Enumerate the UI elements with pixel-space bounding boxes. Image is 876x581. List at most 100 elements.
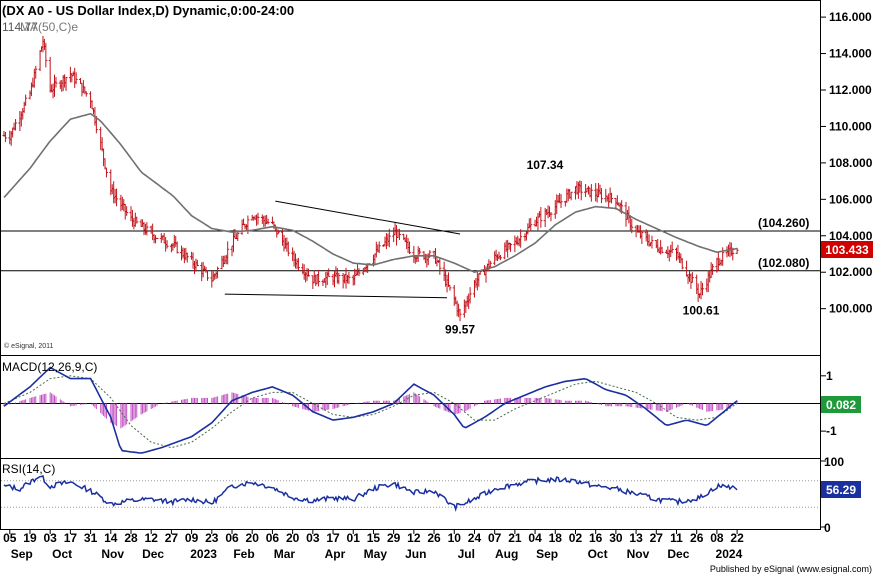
price-bar	[650, 235, 654, 249]
level-label: (102.080)	[758, 256, 809, 270]
price-bar	[84, 91, 88, 97]
level-label: (104.260)	[758, 216, 809, 230]
x-month-label: Dec	[142, 547, 164, 561]
price-bar	[155, 237, 159, 239]
macd-title: MACD(12,26,9,C)	[2, 360, 97, 374]
x-month-label: Jul	[458, 547, 475, 561]
price-bar	[690, 272, 694, 283]
x-day-label: 03	[306, 531, 320, 545]
trendline	[275, 200, 461, 235]
x-month-label: Feb	[233, 547, 254, 561]
x-day-label: 12	[407, 531, 421, 545]
price-bar	[347, 272, 351, 284]
x-day-label: 21	[508, 531, 522, 545]
price-bar	[438, 257, 442, 275]
price-bar	[670, 241, 674, 254]
price-bar	[3, 132, 7, 143]
price-bar	[44, 42, 48, 68]
price-bar	[408, 241, 412, 254]
price-bar	[569, 191, 573, 201]
x-day-label: 18	[549, 531, 563, 545]
price-bar	[175, 241, 179, 254]
x-day-label: 29	[387, 531, 401, 545]
chart-title: (DX A0 - US Dollar Index,D) Dynamic,0:00…	[2, 3, 294, 18]
x-day-label: 27	[650, 531, 664, 545]
x-day-label: 23	[205, 531, 219, 545]
x-day-label: 26	[427, 531, 441, 545]
x-day-label: 26	[690, 531, 704, 545]
price-bar	[458, 308, 462, 322]
x-day-label: 17	[326, 531, 340, 545]
x-day-label: 28	[124, 531, 138, 545]
price-bar	[135, 216, 139, 224]
x-day-label: 31	[84, 531, 98, 545]
price-bar	[418, 247, 422, 255]
price-bar	[498, 254, 502, 261]
x-month-label: Dec	[667, 547, 689, 561]
price-bar	[448, 284, 452, 291]
x-month-label: Nov	[101, 547, 124, 561]
rsi-title: RSI(14,C)	[2, 462, 55, 476]
rsi-value-box	[821, 481, 861, 498]
price-bar	[700, 282, 704, 296]
x-day-label: 17	[64, 531, 78, 545]
price-bar	[74, 72, 78, 85]
x-day-label: 06	[266, 531, 280, 545]
macd-value-box	[821, 396, 861, 413]
price-bar	[256, 212, 260, 225]
x-day-label: 12	[145, 531, 159, 545]
x-month-label: Aug	[495, 547, 518, 561]
price-bar	[54, 76, 58, 88]
price-bar	[599, 188, 603, 204]
rsi-tick-label: 0	[824, 521, 831, 535]
price-bar	[296, 257, 300, 271]
price-bar	[337, 272, 341, 285]
last-price-box	[821, 241, 873, 258]
macd-tick-label: -1	[826, 424, 837, 438]
price-bar	[640, 230, 644, 244]
x-month-label: Nov	[627, 547, 650, 561]
price-bar	[529, 217, 533, 232]
x-day-label: 19	[23, 531, 37, 545]
price-bar	[397, 228, 401, 241]
price-annotation: 99.57	[445, 323, 475, 337]
x-day-label: 22	[730, 531, 744, 545]
x-day-label: 05	[3, 531, 17, 545]
price-bar	[559, 194, 563, 209]
price-bar	[610, 192, 614, 204]
x-month-label: Oct	[52, 547, 72, 561]
macd-line	[3, 366, 738, 454]
x-day-label: 03	[44, 531, 58, 545]
price-bar	[266, 218, 270, 225]
price-bar	[660, 246, 664, 254]
x-day-label: 06	[225, 531, 239, 545]
price-bar	[377, 241, 381, 254]
price-bar	[357, 268, 361, 277]
rsi-panel	[0, 458, 821, 530]
watermark: © eSignal, 2011	[4, 342, 54, 350]
price-bar	[125, 206, 129, 216]
price-bar	[539, 207, 543, 228]
price-bar	[226, 241, 230, 265]
price-bar	[327, 268, 331, 278]
price-bar	[468, 287, 472, 304]
price-annotation: 107.34	[527, 158, 564, 172]
price-bar	[24, 94, 28, 106]
x-month-label: 2024	[716, 547, 743, 561]
ma-label: MA(50,C)e	[20, 20, 78, 34]
price-bar	[630, 218, 634, 234]
price-tick-label: 108.000	[829, 156, 873, 170]
x-month-label: Jun	[405, 547, 426, 561]
price-tick-label: 112.000	[829, 83, 872, 97]
x-month-label: Sep	[536, 547, 558, 561]
price-bar	[195, 259, 199, 267]
x-month-label: Apr	[325, 547, 346, 561]
price-bar	[317, 269, 321, 287]
price-tick-label: 110.000	[829, 119, 872, 133]
price-tick-label: 106.000	[829, 192, 873, 206]
x-day-label: 16	[589, 531, 603, 545]
x-month-label: May	[364, 547, 388, 561]
price-bar	[307, 268, 311, 277]
price-bar	[680, 258, 684, 270]
